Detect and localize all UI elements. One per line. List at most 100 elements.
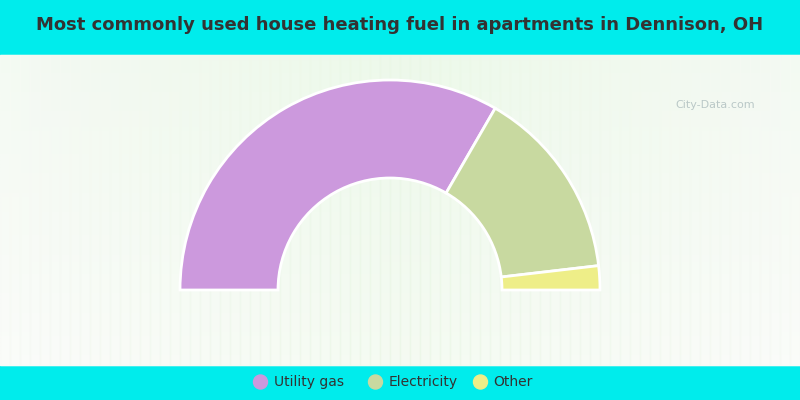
Bar bbox=[0, 330, 800, 334]
Bar bbox=[0, 90, 800, 94]
Bar bbox=[0, 113, 800, 117]
Bar bbox=[0, 94, 800, 98]
Wedge shape bbox=[180, 80, 495, 290]
Bar bbox=[200, 55, 210, 365]
Bar bbox=[0, 268, 800, 272]
Bar bbox=[0, 288, 800, 291]
Bar bbox=[0, 55, 800, 59]
Bar bbox=[0, 222, 800, 226]
Bar bbox=[710, 55, 720, 365]
Bar bbox=[780, 55, 790, 365]
Bar bbox=[50, 55, 60, 365]
Bar bbox=[0, 55, 10, 365]
Bar bbox=[750, 55, 760, 365]
Bar bbox=[0, 132, 800, 136]
Bar bbox=[70, 55, 80, 365]
Bar bbox=[740, 55, 750, 365]
Bar bbox=[0, 280, 800, 284]
Bar bbox=[0, 218, 800, 222]
Bar bbox=[40, 55, 50, 365]
Bar bbox=[0, 121, 800, 125]
Bar bbox=[430, 55, 440, 365]
Bar bbox=[0, 346, 800, 350]
Bar bbox=[0, 144, 800, 148]
Bar bbox=[0, 86, 800, 90]
Bar bbox=[610, 55, 620, 365]
Bar bbox=[460, 55, 470, 365]
Bar bbox=[0, 183, 800, 187]
Bar bbox=[0, 295, 800, 299]
Bar bbox=[650, 55, 660, 365]
Bar bbox=[0, 152, 800, 156]
Bar bbox=[660, 55, 670, 365]
Text: Other: Other bbox=[494, 375, 533, 389]
Bar bbox=[340, 55, 350, 365]
Bar bbox=[0, 322, 800, 326]
Bar bbox=[0, 276, 800, 280]
Bar bbox=[0, 334, 800, 338]
Circle shape bbox=[254, 375, 267, 389]
Bar bbox=[730, 55, 740, 365]
Bar bbox=[0, 210, 800, 214]
Bar bbox=[0, 59, 800, 63]
Bar bbox=[80, 55, 90, 365]
Bar bbox=[130, 55, 140, 365]
Bar bbox=[280, 55, 290, 365]
Bar bbox=[370, 55, 380, 365]
Bar bbox=[0, 117, 800, 121]
Bar bbox=[760, 55, 770, 365]
Bar bbox=[220, 55, 230, 365]
Bar bbox=[630, 55, 640, 365]
Bar bbox=[0, 171, 800, 175]
Bar bbox=[420, 55, 430, 365]
Bar bbox=[590, 55, 600, 365]
Bar bbox=[0, 102, 800, 105]
Bar bbox=[100, 55, 110, 365]
Bar bbox=[0, 249, 800, 253]
Bar bbox=[400, 55, 410, 365]
Bar bbox=[680, 55, 690, 365]
Bar bbox=[0, 311, 800, 315]
Bar bbox=[0, 229, 800, 233]
Bar bbox=[0, 164, 800, 167]
Bar bbox=[90, 55, 100, 365]
Bar bbox=[230, 55, 240, 365]
Bar bbox=[670, 55, 680, 365]
Bar bbox=[700, 55, 710, 365]
Bar bbox=[0, 175, 800, 179]
Bar bbox=[0, 67, 800, 70]
Bar bbox=[0, 241, 800, 245]
Bar bbox=[260, 55, 270, 365]
Bar bbox=[480, 55, 490, 365]
Bar bbox=[470, 55, 480, 365]
Bar bbox=[150, 55, 160, 365]
Bar bbox=[180, 55, 190, 365]
Bar bbox=[210, 55, 220, 365]
Bar bbox=[0, 361, 800, 365]
Bar bbox=[0, 214, 800, 218]
Bar bbox=[160, 55, 170, 365]
Bar bbox=[0, 98, 800, 102]
Bar bbox=[0, 167, 800, 171]
Bar bbox=[0, 136, 800, 140]
Bar bbox=[450, 55, 460, 365]
Bar bbox=[0, 82, 800, 86]
Bar bbox=[690, 55, 700, 365]
Bar bbox=[0, 318, 800, 322]
Bar bbox=[600, 55, 610, 365]
Bar bbox=[0, 148, 800, 152]
Bar bbox=[0, 291, 800, 295]
Bar bbox=[0, 272, 800, 276]
Bar bbox=[270, 55, 280, 365]
Bar bbox=[0, 353, 800, 357]
Bar bbox=[770, 55, 780, 365]
Bar bbox=[0, 237, 800, 241]
Bar bbox=[140, 55, 150, 365]
Bar bbox=[30, 55, 40, 365]
Bar bbox=[0, 202, 800, 206]
Bar bbox=[330, 55, 340, 365]
Bar bbox=[0, 105, 800, 109]
Bar bbox=[290, 55, 300, 365]
Bar bbox=[570, 55, 580, 365]
Bar bbox=[0, 233, 800, 237]
